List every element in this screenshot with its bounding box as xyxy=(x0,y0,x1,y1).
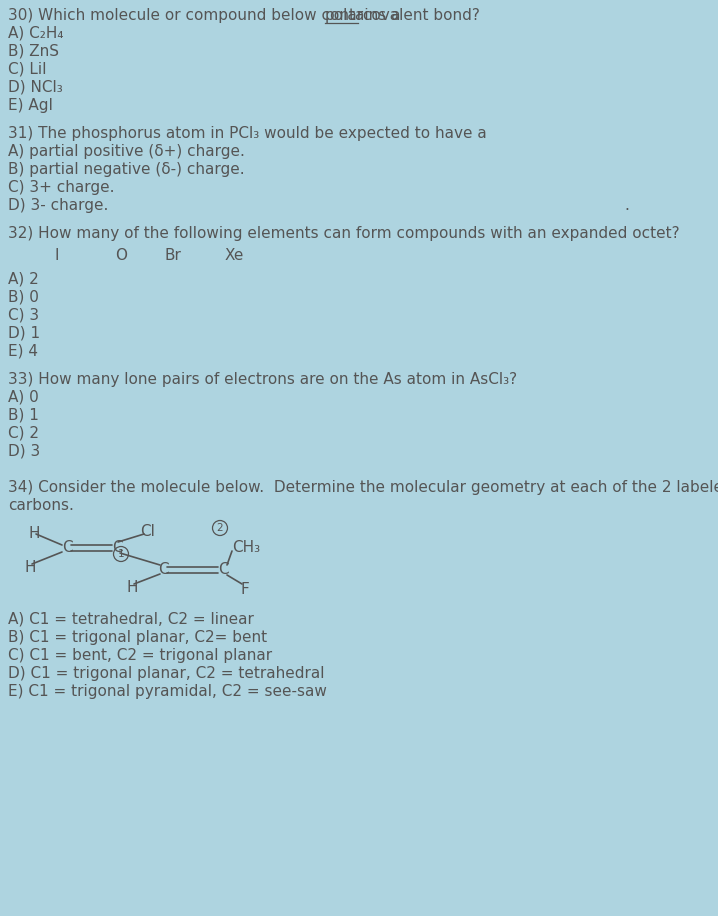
Text: C) 2: C) 2 xyxy=(8,426,39,441)
Text: C: C xyxy=(62,540,73,555)
Text: I: I xyxy=(55,248,60,263)
Text: Cl: Cl xyxy=(140,524,155,539)
Text: C) LiI: C) LiI xyxy=(8,62,47,77)
Text: A) 0: A) 0 xyxy=(8,390,39,405)
Text: carbons.: carbons. xyxy=(8,498,74,513)
Text: E) AgI: E) AgI xyxy=(8,98,53,113)
Text: H: H xyxy=(28,526,39,541)
Text: H: H xyxy=(24,560,35,575)
Text: B) 1: B) 1 xyxy=(8,408,39,423)
Text: Xe: Xe xyxy=(225,248,244,263)
Text: B) ZnS: B) ZnS xyxy=(8,44,59,59)
Text: A) partial positive (δ+) charge.: A) partial positive (δ+) charge. xyxy=(8,144,245,159)
Text: .: . xyxy=(625,198,630,213)
Text: 30) Which molecule or compound below contains a: 30) Which molecule or compound below con… xyxy=(8,8,406,23)
Text: E) 4: E) 4 xyxy=(8,344,38,359)
Text: A) C1 = tetrahedral, C2 = linear: A) C1 = tetrahedral, C2 = linear xyxy=(8,612,254,627)
Text: polar: polar xyxy=(325,8,364,23)
Text: 34) Consider the molecule below.  Determine the molecular geometry at each of th: 34) Consider the molecule below. Determi… xyxy=(8,480,718,495)
Text: C) 3: C) 3 xyxy=(8,308,39,323)
Text: D) 3- charge.: D) 3- charge. xyxy=(8,198,108,213)
Text: 2: 2 xyxy=(217,523,223,533)
Text: C: C xyxy=(158,562,169,577)
Text: 33) How many lone pairs of electrons are on the As atom in AsCl₃?: 33) How many lone pairs of electrons are… xyxy=(8,372,517,387)
Text: C) C1 = bent, C2 = trigonal planar: C) C1 = bent, C2 = trigonal planar xyxy=(8,648,272,663)
Text: B) 0: B) 0 xyxy=(8,290,39,305)
Text: C) 3+ charge.: C) 3+ charge. xyxy=(8,180,114,195)
Text: E) C1 = trigonal pyramidal, C2 = see-saw: E) C1 = trigonal pyramidal, C2 = see-saw xyxy=(8,684,327,699)
Text: covalent bond?: covalent bond? xyxy=(358,8,480,23)
Text: D) 3: D) 3 xyxy=(8,444,40,459)
Text: B) C1 = trigonal planar, C2= bent: B) C1 = trigonal planar, C2= bent xyxy=(8,630,267,645)
Text: C: C xyxy=(112,540,123,555)
Text: O: O xyxy=(115,248,127,263)
Text: 31) The phosphorus atom in PCl₃ would be expected to have a: 31) The phosphorus atom in PCl₃ would be… xyxy=(8,126,487,141)
Text: B) partial negative (δ-) charge.: B) partial negative (δ-) charge. xyxy=(8,162,245,177)
Text: CH₃: CH₃ xyxy=(232,540,260,555)
Text: Br: Br xyxy=(165,248,182,263)
Text: A) C₂H₄: A) C₂H₄ xyxy=(8,26,63,41)
Text: A) 2: A) 2 xyxy=(8,272,39,287)
Text: F: F xyxy=(240,582,248,597)
Text: 1: 1 xyxy=(118,549,124,559)
Text: D) C1 = trigonal planar, C2 = tetrahedral: D) C1 = trigonal planar, C2 = tetrahedra… xyxy=(8,666,325,681)
Text: H: H xyxy=(126,580,138,595)
Text: D) 1: D) 1 xyxy=(8,326,40,341)
Text: C: C xyxy=(218,562,228,577)
Text: D) NCl₃: D) NCl₃ xyxy=(8,80,62,95)
Text: 32) How many of the following elements can form compounds with an expanded octet: 32) How many of the following elements c… xyxy=(8,226,680,241)
